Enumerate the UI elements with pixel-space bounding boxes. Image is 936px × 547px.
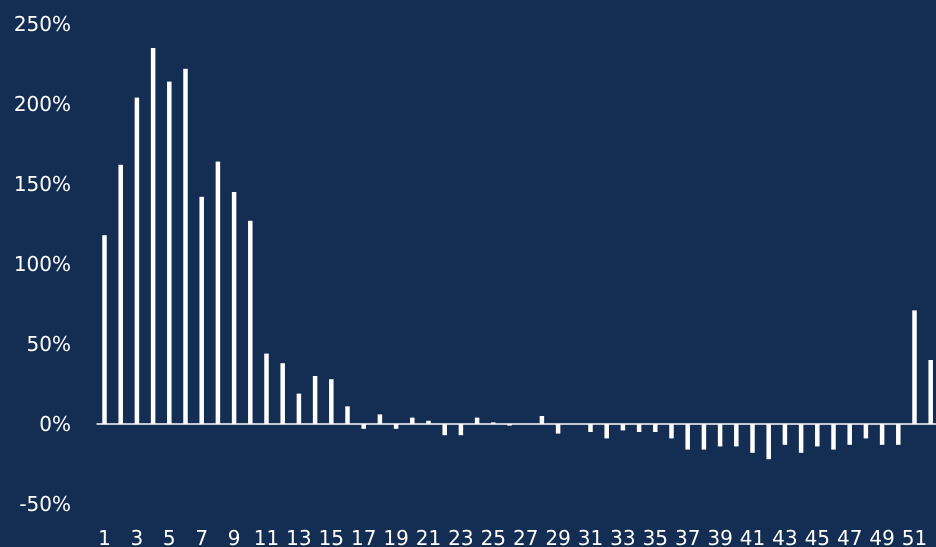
y-tick-label: 100% [14, 252, 71, 276]
x-tick-label: 9 [228, 526, 241, 547]
x-tick-label: 31 [578, 526, 603, 547]
bar-series [102, 48, 933, 460]
bar [669, 424, 674, 439]
x-tick-label: 27 [513, 526, 538, 547]
bar [426, 420, 431, 424]
x-tick-label: 41 [740, 526, 765, 547]
bar [248, 220, 253, 424]
bar [474, 417, 480, 424]
bar [491, 422, 496, 424]
bar [604, 424, 609, 439]
bar [507, 424, 512, 426]
x-tick-label: 7 [195, 526, 208, 547]
y-tick-label: 0% [39, 412, 71, 436]
x-tick-label: 43 [772, 526, 797, 547]
x-tick-label: 11 [254, 526, 279, 547]
x-tick-label: 45 [805, 526, 830, 547]
bar [377, 414, 383, 424]
x-tick-label: 47 [837, 526, 862, 547]
y-axis-tick-labels: 250% 200% 150% 100% 50% 0% -50% [14, 12, 71, 516]
bar [766, 424, 771, 460]
bar [750, 424, 755, 453]
x-tick-label: 5 [163, 526, 176, 547]
x-tick-label: 35 [643, 526, 668, 547]
bar [815, 424, 820, 447]
y-tick-label: 150% [14, 172, 71, 196]
x-tick-label: 51 [902, 526, 927, 547]
bar [588, 424, 593, 432]
bar [847, 424, 852, 445]
bar [410, 417, 415, 424]
bar [798, 424, 804, 453]
bar [345, 406, 350, 424]
x-tick-label: 3 [131, 526, 144, 547]
bar [896, 424, 901, 445]
bar [296, 393, 302, 424]
x-tick-label: 23 [448, 526, 473, 547]
bar [458, 424, 464, 436]
bar [620, 424, 626, 431]
bar [183, 68, 188, 425]
bar [361, 424, 366, 429]
bar [118, 164, 123, 425]
x-tick-label: 17 [351, 526, 376, 547]
x-tick-label: 15 [319, 526, 344, 547]
bar [215, 161, 221, 424]
bar [701, 424, 707, 450]
bar [312, 376, 318, 424]
bar [717, 424, 723, 447]
bar [280, 363, 285, 424]
x-tick-label: 25 [481, 526, 506, 547]
x-axis-tick-labels: 1 3 5 7 9 11 13 15 17 19 21 23 25 27 29 31 33 35 37 39 41 43 4… [98, 526, 927, 547]
x-tick-label: 13 [286, 526, 311, 547]
bar [685, 424, 690, 450]
bar [199, 196, 204, 424]
bar [734, 424, 739, 447]
x-tick-label: 37 [675, 526, 700, 547]
bar [102, 235, 107, 424]
x-tick-label: 39 [707, 526, 732, 547]
bar [782, 424, 788, 445]
x-tick-label: 29 [545, 526, 570, 547]
y-tick-label: 200% [14, 92, 71, 116]
bar [329, 379, 334, 424]
bar [167, 81, 172, 424]
bar [636, 424, 642, 432]
x-tick-label: 33 [610, 526, 635, 547]
bar [653, 424, 658, 432]
y-tick-label: 250% [14, 12, 71, 36]
bar [539, 416, 545, 424]
bar [442, 424, 447, 436]
bar [555, 424, 561, 434]
x-tick-label: 49 [869, 526, 894, 547]
bar [879, 424, 885, 445]
bar [863, 424, 869, 439]
x-tick-label: 1 [98, 526, 111, 547]
bar [231, 192, 237, 424]
x-tick-label: 19 [383, 526, 408, 547]
x-tick-label: 21 [416, 526, 441, 547]
bar [393, 424, 399, 429]
bar [831, 424, 836, 450]
y-tick-label: -50% [19, 492, 71, 516]
bar [928, 360, 933, 424]
bar [134, 97, 140, 424]
bar [264, 353, 269, 424]
bar [912, 310, 917, 424]
y-tick-label: 50% [27, 332, 71, 356]
bar [150, 48, 156, 424]
